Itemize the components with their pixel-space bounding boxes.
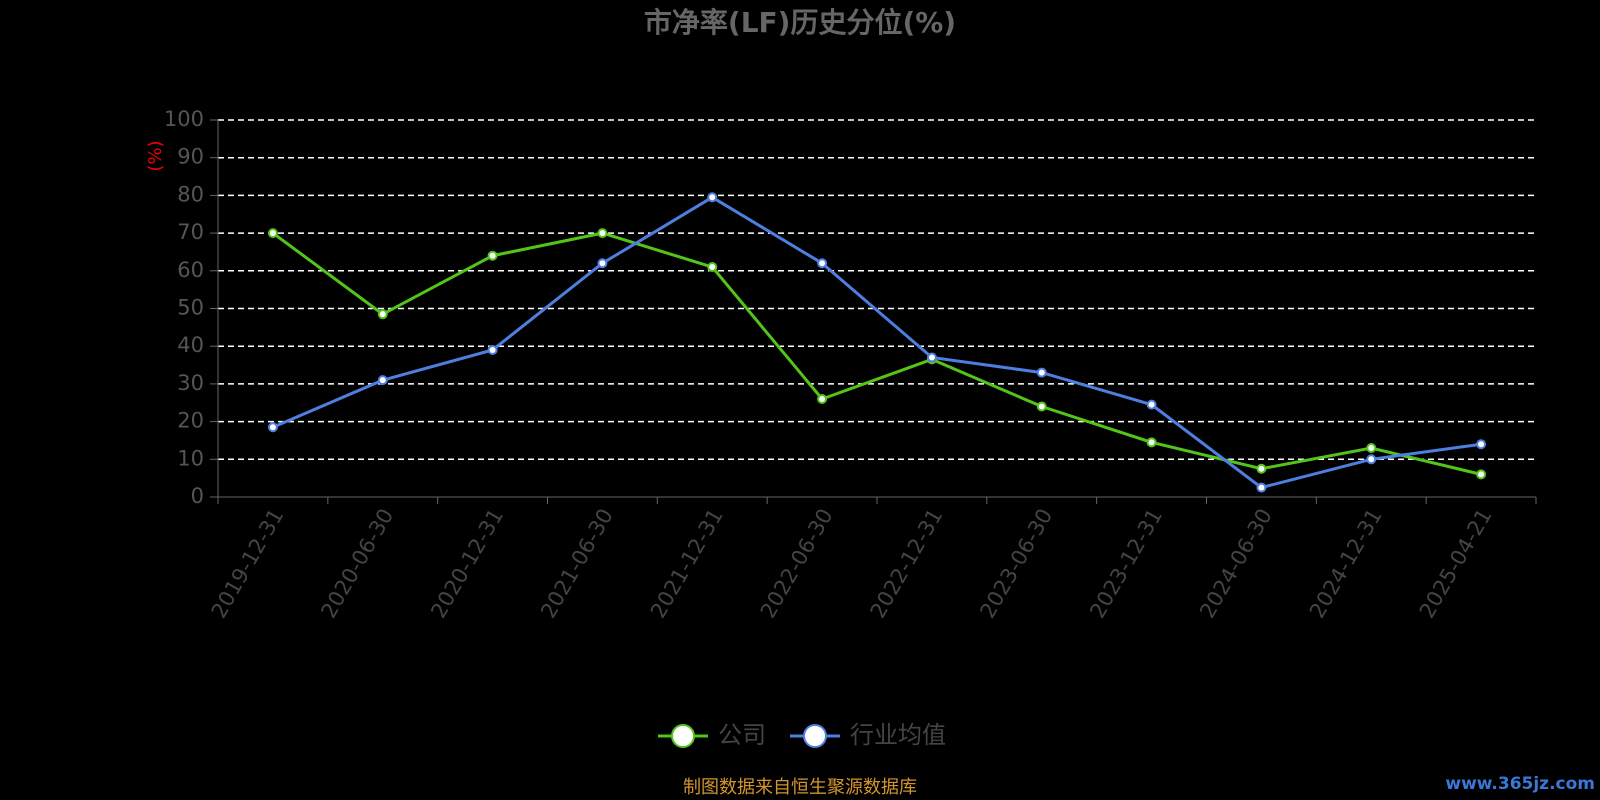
y-tick-label: 30 <box>177 371 204 395</box>
data-point <box>926 352 937 363</box>
data-point <box>487 344 498 355</box>
source-note: 制图数据来自恒生聚源数据库 <box>683 777 917 798</box>
data-point <box>1476 469 1487 480</box>
data-point <box>1036 401 1047 412</box>
legend-label: 行业均值 <box>850 721 946 749</box>
data-point <box>1146 437 1157 448</box>
y-tick-label: 0 <box>191 484 204 508</box>
data-point <box>1366 454 1377 465</box>
data-point <box>1036 367 1047 378</box>
data-point <box>597 258 608 269</box>
series-line <box>272 195 1482 490</box>
chart-title: 市净率(LF)历史分位(%) <box>644 6 956 39</box>
y-tick-label: 60 <box>177 258 204 282</box>
legend-marker <box>803 724 827 748</box>
y-tick-label: 40 <box>177 333 204 357</box>
watermark: www.365jz.com <box>1445 774 1595 794</box>
y-tick-label: 80 <box>177 182 204 206</box>
y-tick-label: 90 <box>177 145 204 169</box>
data-point <box>267 228 278 239</box>
data-point <box>817 258 828 269</box>
data-point <box>707 262 718 273</box>
data-point <box>377 375 388 386</box>
data-point <box>1256 482 1267 493</box>
y-tick-label: 10 <box>177 446 204 470</box>
data-point <box>1366 442 1377 453</box>
data-point <box>1146 399 1157 410</box>
data-point <box>377 309 388 320</box>
y-tick-label: 50 <box>177 296 204 320</box>
legend-marker <box>671 724 695 748</box>
data-point <box>1476 439 1487 450</box>
y-tick-label: 20 <box>177 409 204 433</box>
data-point <box>597 228 608 239</box>
data-point <box>487 250 498 261</box>
data-point <box>707 192 718 203</box>
data-point <box>267 422 278 433</box>
legend-label: 公司 <box>718 721 766 749</box>
y-axis-label: (%) <box>145 140 166 171</box>
data-point <box>1256 463 1267 474</box>
series-line <box>272 231 1482 476</box>
y-tick-label: 100 <box>164 107 204 131</box>
y-tick-label: 70 <box>177 220 204 244</box>
data-point <box>817 393 828 404</box>
